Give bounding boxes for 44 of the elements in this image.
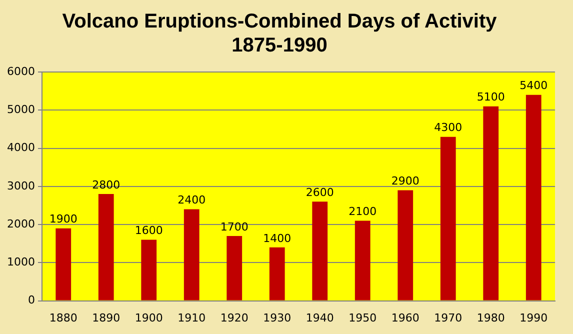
data-label: 1400 xyxy=(263,232,292,245)
bar xyxy=(354,220,370,300)
bar xyxy=(398,190,414,300)
data-label: 5400 xyxy=(520,79,548,92)
bar xyxy=(141,240,157,300)
data-label: 2900 xyxy=(391,174,420,188)
data-label: 2100 xyxy=(348,205,377,218)
x-tick-label: 1940 xyxy=(306,311,334,324)
bar xyxy=(56,228,72,300)
bar xyxy=(440,136,456,300)
data-label: 2800 xyxy=(92,178,120,192)
y-tick-label: 5000 xyxy=(6,102,35,116)
x-tick-label: 1890 xyxy=(92,311,120,324)
x-tick-label: 1960 xyxy=(391,311,420,324)
bar xyxy=(98,194,114,300)
chart-title: Volcano Eruptions-Combined Days of Activity 1875-1990 xyxy=(62,10,498,57)
y-tick-label: 3000 xyxy=(6,179,35,192)
data-label: 4300 xyxy=(434,121,462,134)
data-label: 1700 xyxy=(220,220,248,234)
data-label: 1900 xyxy=(49,212,78,226)
x-tick-label: 1980 xyxy=(476,311,505,324)
x-tick-label: 1930 xyxy=(263,311,292,324)
x-tick-label: 1990 xyxy=(520,311,548,324)
x-tick-label: 1900 xyxy=(134,311,163,324)
data-label: 5100 xyxy=(476,90,505,104)
y-tick-label: 4000 xyxy=(6,141,35,154)
data-label: 2400 xyxy=(178,194,206,207)
bar xyxy=(184,209,200,300)
x-tick-label: 1910 xyxy=(178,311,206,324)
x-tick-label: 1970 xyxy=(434,311,462,324)
x-tick-label: 1920 xyxy=(220,311,248,324)
data-label: 2600 xyxy=(306,186,334,200)
bar xyxy=(312,202,328,300)
y-tick-label: 1000 xyxy=(6,256,35,269)
y-tick-label: 2000 xyxy=(6,217,35,230)
bar xyxy=(269,247,285,300)
y-tick-label: 0 xyxy=(28,294,35,307)
bar xyxy=(526,94,542,300)
x-tick-label: 1950 xyxy=(348,311,377,324)
y-tick-label: 6000 xyxy=(6,64,35,78)
bar xyxy=(226,236,242,300)
x-tick-label: 1880 xyxy=(49,311,78,324)
data-label: 1600 xyxy=(134,224,163,238)
bar xyxy=(483,106,499,300)
